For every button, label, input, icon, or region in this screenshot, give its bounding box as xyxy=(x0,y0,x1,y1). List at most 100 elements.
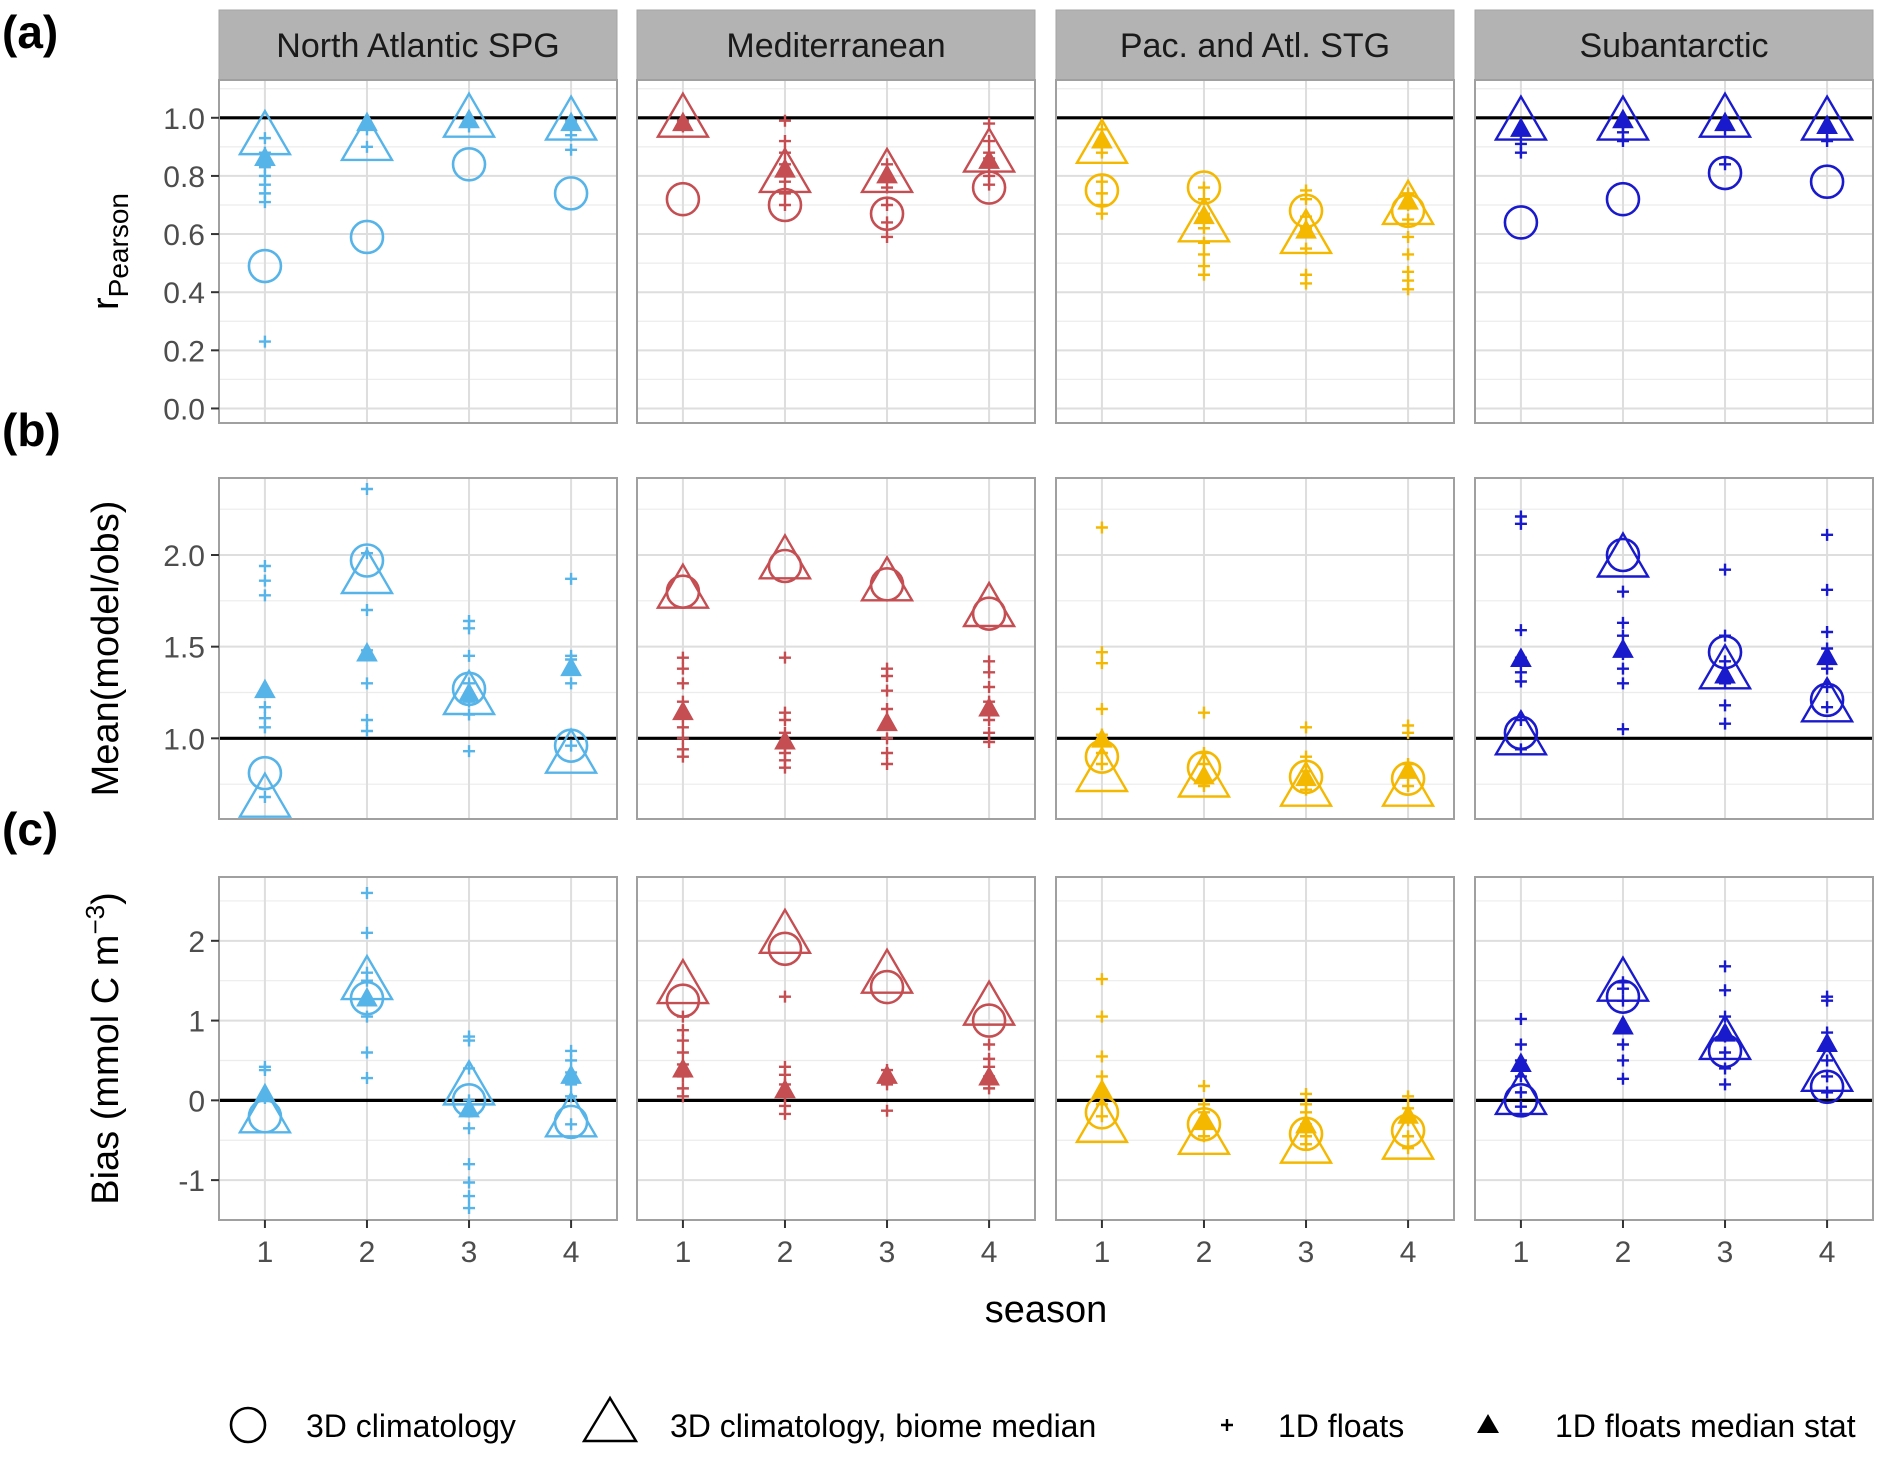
climatology-marker xyxy=(1084,739,1120,774)
strip-label: Pac. and Atl. STG xyxy=(1120,27,1390,65)
legend-label: 3D climatology, biome median xyxy=(670,1408,1096,1444)
biome-median-marker xyxy=(543,1090,599,1138)
climatology-marker xyxy=(1707,155,1743,191)
float-median-marker xyxy=(774,1078,796,1099)
y-tick-label: 1.0 xyxy=(163,723,205,756)
climatology-marker xyxy=(553,728,589,763)
facet-strip: Pac. and Atl. STG xyxy=(1055,9,1455,81)
climatology-marker xyxy=(451,1083,487,1118)
y-tick-label: 1.5 xyxy=(163,632,205,665)
float-point xyxy=(1197,236,1210,249)
float-point xyxy=(565,143,578,156)
strip-label: North Atlantic SPG xyxy=(276,27,559,65)
biome-median-marker xyxy=(1278,760,1334,807)
biome-median-marker xyxy=(1074,745,1130,793)
x-tick-label: 4 xyxy=(1400,1236,1417,1269)
panel-tag: (c) xyxy=(2,803,58,855)
legend-key-filled-triangle xyxy=(1477,1414,1499,1433)
float-point xyxy=(258,589,271,602)
float-point xyxy=(778,114,791,127)
float-point xyxy=(1095,758,1108,770)
climatology-marker xyxy=(451,146,487,182)
float-median-marker xyxy=(1193,204,1215,225)
biome-median-marker xyxy=(655,91,711,138)
float-point xyxy=(1095,646,1108,659)
float-point xyxy=(881,747,894,759)
float-point xyxy=(676,1046,689,1059)
biome-median-marker xyxy=(237,771,293,818)
float-median-marker xyxy=(356,987,378,1007)
biome-median-marker xyxy=(1799,675,1855,723)
float-point xyxy=(1402,230,1415,243)
float-point xyxy=(1402,1090,1415,1103)
biome-median-marker xyxy=(1697,1013,1753,1061)
float-point xyxy=(565,1118,578,1131)
y-axis-title-main: r xyxy=(85,297,127,310)
climatology-marker xyxy=(1084,1095,1120,1130)
float-median-marker xyxy=(672,700,694,721)
panel-border xyxy=(218,79,618,424)
float-point xyxy=(778,198,791,211)
float-median-marker xyxy=(1816,114,1838,135)
float-point xyxy=(463,1030,476,1043)
panel-border xyxy=(1474,79,1874,424)
facet-a-1 xyxy=(218,79,618,424)
biome-median-marker xyxy=(1595,531,1651,578)
strip-background xyxy=(1055,9,1455,81)
float-point xyxy=(1197,222,1210,235)
x-tick-label: 2 xyxy=(777,1236,794,1269)
climatology-marker xyxy=(349,219,385,255)
float-point xyxy=(1821,1054,1834,1067)
float-point xyxy=(1402,1130,1415,1143)
float-point xyxy=(1719,717,1732,730)
float-point xyxy=(881,216,894,229)
float-point xyxy=(360,886,373,899)
float-point xyxy=(1616,616,1629,629)
climatology-marker xyxy=(349,980,385,1016)
float-median-marker xyxy=(458,108,480,129)
float-point xyxy=(258,132,271,145)
biome-median-marker xyxy=(1278,207,1334,255)
climatology-marker xyxy=(1707,634,1743,670)
biome-median-marker xyxy=(1697,91,1753,138)
panel-row-a: 0.0 0.2 0.4 0.6 0.8 1.0 rPearson (a) xyxy=(2,6,1874,426)
float-point xyxy=(360,677,373,690)
float-point xyxy=(881,758,894,770)
y-axis-title-subscript: Pearson xyxy=(103,193,134,297)
facet-a-4 xyxy=(1474,79,1874,424)
float-point xyxy=(1514,510,1527,523)
float-point xyxy=(360,1010,373,1023)
float-point xyxy=(463,1122,476,1135)
x-tick-label: 1 xyxy=(1513,1236,1530,1269)
float-point xyxy=(676,721,689,734)
biome-median-marker xyxy=(441,668,497,716)
float-median-marker xyxy=(560,111,582,132)
float-point xyxy=(1095,1010,1108,1023)
float-point xyxy=(1719,984,1732,997)
y-axis-title: rPearson xyxy=(85,193,134,310)
climatology-marker xyxy=(247,248,283,284)
float-point xyxy=(258,1060,271,1073)
float-point xyxy=(983,1038,996,1051)
climatology-marker xyxy=(1503,715,1539,751)
facet-strip: Subantarctic xyxy=(1474,9,1874,81)
float-point xyxy=(676,743,689,756)
y-tick-label: -1 xyxy=(178,1165,205,1198)
panel-tag: (b) xyxy=(2,404,61,456)
float-median-marker xyxy=(1714,663,1736,684)
x-tick-label: 3 xyxy=(1717,1236,1734,1269)
climatology-marker xyxy=(971,170,1007,205)
x-tick-label: 4 xyxy=(1819,1236,1836,1269)
float-point xyxy=(1719,563,1732,576)
float-point xyxy=(676,677,689,690)
float-point xyxy=(1514,1100,1527,1113)
float-point xyxy=(463,1190,476,1203)
climatology-marker xyxy=(1288,193,1324,229)
float-point xyxy=(881,684,894,697)
float-median-marker xyxy=(1510,647,1532,667)
legend-label: 1D floats median stat xyxy=(1555,1408,1856,1444)
legend: 3D climatology 3D climatology, biome medi… xyxy=(229,1395,1856,1444)
float-point xyxy=(1616,1038,1629,1051)
climatology-marker xyxy=(1186,750,1222,785)
float-point xyxy=(360,966,373,979)
